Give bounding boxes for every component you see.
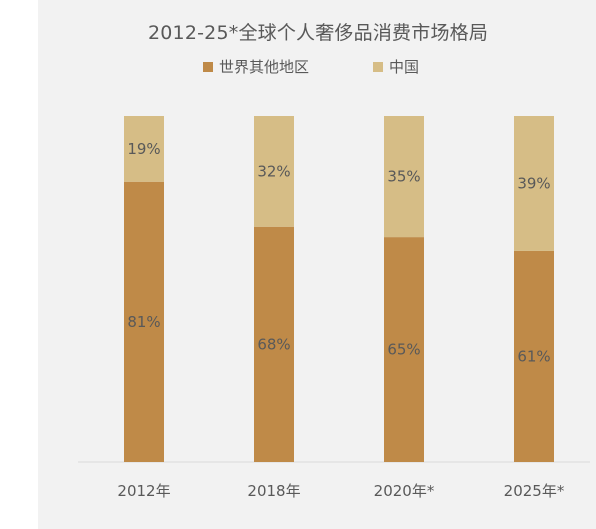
chart-title: 2012-25*全球个人奢侈品消费市场格局 <box>147 22 489 44</box>
legend-label-china: 中国 <box>389 58 420 76</box>
bar-segment-rest-of-world-1 <box>254 226 294 462</box>
bar-segment-china-1 <box>254 116 294 227</box>
x-tick-label-3: 2025年* <box>504 482 565 500</box>
data-label-china-0: 19% <box>127 140 160 158</box>
legend-swatch-rest-of-world <box>203 61 213 72</box>
legend-swatch-china <box>373 61 383 72</box>
data-label-rest-of-world-3: 61% <box>517 347 550 365</box>
bar-segment-rest-of-world-3 <box>514 250 554 462</box>
data-label-rest-of-world-2: 65% <box>387 341 420 359</box>
x-tick-label-1: 2018年 <box>247 482 300 500</box>
data-label-china-2: 35% <box>387 168 420 186</box>
data-label-china-1: 32% <box>257 162 290 180</box>
legend-label-rest-of-world: 世界其他地区 <box>219 58 310 76</box>
bar-segment-rest-of-world-2 <box>384 237 424 462</box>
bar-segment-rest-of-world-0 <box>124 181 164 463</box>
legend-item-rest-of-world: 世界其他地区 <box>203 56 309 77</box>
bar-segment-china-0 <box>124 116 164 182</box>
data-label-china-3: 39% <box>517 174 550 192</box>
legend-item-china: 中国 <box>373 56 419 77</box>
data-label-rest-of-world-0: 81% <box>127 313 160 331</box>
x-tick-label-0: 2012年 <box>117 482 170 500</box>
bar-segment-china-3 <box>514 116 554 251</box>
bar-segment-china-2 <box>384 116 424 238</box>
legend: 世界其他地区 中国 <box>0 56 596 76</box>
x-tick-label-2: 2020年* <box>374 482 435 500</box>
data-label-rest-of-world-1: 68% <box>257 335 290 353</box>
